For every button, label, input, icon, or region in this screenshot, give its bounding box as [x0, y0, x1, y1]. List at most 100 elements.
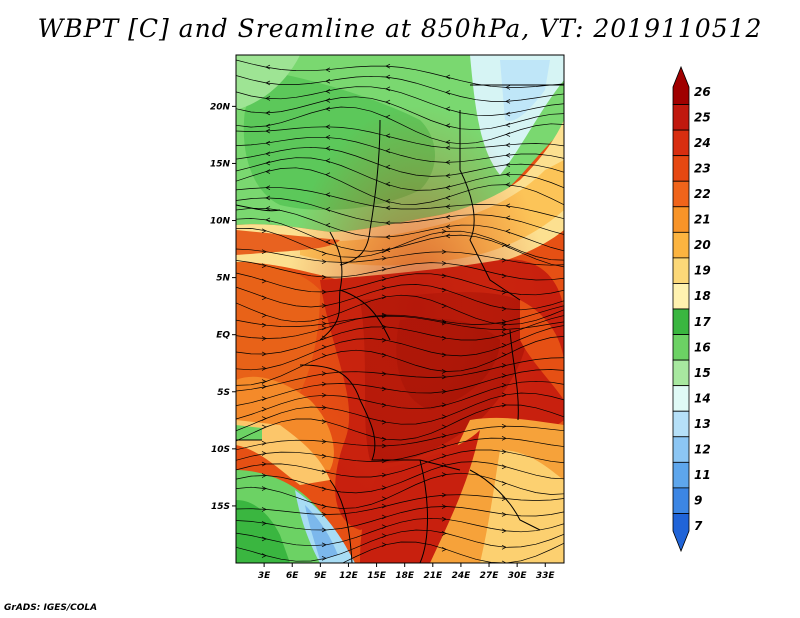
- stream-arrow: [445, 214, 451, 220]
- stream-arrow: [441, 424, 447, 430]
- stream-arrow: [381, 337, 387, 343]
- lon-tick-label: 24E: [452, 571, 472, 581]
- stream-arrow: [261, 451, 267, 456]
- streamline: [236, 425, 564, 451]
- stream-arrow: [381, 386, 387, 392]
- stream-arrow: [381, 485, 387, 491]
- legend-swatch: [672, 359, 690, 387]
- stream-arrow: [261, 228, 267, 234]
- stream-arrow: [445, 195, 451, 201]
- lon-tick-label: 33E: [536, 571, 556, 581]
- stream-arrow: [325, 192, 331, 197]
- streamline: [236, 437, 564, 462]
- stream-arrow: [505, 162, 511, 168]
- streamline: [236, 272, 564, 296]
- stream-arrow: [321, 371, 327, 376]
- stream-arrow: [501, 363, 507, 368]
- stream-arrow: [385, 86, 391, 92]
- stream-arrow: [445, 224, 451, 230]
- legend-label: 21: [694, 213, 711, 227]
- stream-arrow: [505, 132, 511, 137]
- stream-arrow: [501, 402, 507, 408]
- stream-arrow: [261, 336, 267, 341]
- stream-arrow: [501, 449, 507, 455]
- streamline: [236, 494, 564, 515]
- stream-arrow: [445, 106, 451, 112]
- stream-arrow: [321, 274, 327, 280]
- streamline: [236, 228, 564, 261]
- stream-arrow: [321, 453, 327, 459]
- stream-arrow: [261, 396, 267, 401]
- stream-arrow: [445, 145, 451, 151]
- stream-arrow: [441, 389, 447, 394]
- stream-arrow: [441, 319, 447, 325]
- legend-label: 24: [694, 136, 711, 150]
- lon-tick-label: 3E: [258, 571, 271, 581]
- stream-arrow: [441, 352, 447, 358]
- map-frame: [235, 54, 565, 564]
- stream-arrow: [385, 148, 391, 154]
- lat-tick-label: 15N: [210, 159, 231, 169]
- stream-arrow: [381, 285, 387, 291]
- stream-arrow: [441, 443, 447, 449]
- country-borders: [236, 84, 564, 563]
- streamline: [236, 59, 564, 88]
- streamline: [236, 315, 564, 355]
- streamline: [236, 336, 564, 386]
- stream-arrow: [381, 276, 387, 282]
- stream-arrow: [385, 181, 391, 187]
- stream-arrow: [321, 405, 327, 410]
- stream-arrow: [381, 503, 387, 509]
- stream-arrow: [381, 419, 387, 425]
- stream-arrow: [325, 146, 331, 151]
- stream-arrow: [321, 469, 327, 475]
- stream-arrow: [385, 99, 391, 105]
- lon-tick-label: 30E: [508, 571, 528, 581]
- stream-arrow: [325, 134, 331, 140]
- stream-arrow: [501, 464, 507, 470]
- stream-arrow: [261, 406, 267, 412]
- stream-arrow: [441, 303, 447, 309]
- legend-swatch: [672, 231, 690, 259]
- lon-tick-label: 9E: [314, 571, 327, 581]
- stream-arrow: [381, 533, 387, 539]
- lon-tick-label: 18E: [395, 571, 415, 581]
- stream-arrow: [445, 173, 451, 179]
- streamline: [236, 506, 564, 531]
- longitude-axis: 3E 6E 9E 12E 15E 18E 21E 24E 27E 30E 33E: [258, 563, 556, 581]
- grads-credit: GrADS: IGES/COLA: [4, 603, 98, 613]
- stream-arrow: [501, 436, 507, 441]
- stream-arrow: [321, 381, 327, 387]
- legend-label: 18: [694, 289, 711, 303]
- lon-tick-label: 27E: [480, 571, 500, 581]
- stream-arrow: [321, 527, 327, 533]
- stream-arrow: [261, 416, 267, 421]
- stream-arrow: [385, 74, 391, 80]
- legend-label: 12: [694, 443, 711, 457]
- lon-tick-label: 21E: [423, 571, 443, 581]
- stream-arrow: [321, 392, 327, 398]
- stream-arrow: [445, 139, 451, 145]
- lat-tick-label: 15S: [211, 502, 230, 512]
- streamline: [236, 260, 564, 281]
- stream-arrow: [261, 263, 267, 269]
- legend-label: 9: [694, 494, 702, 508]
- stream-arrow: [381, 294, 387, 300]
- stream-arrow: [385, 220, 391, 226]
- stream-arrow: [261, 553, 267, 558]
- stream-arrow: [261, 440, 267, 446]
- stream-arrow: [505, 172, 511, 177]
- stream-arrow: [385, 164, 391, 170]
- lat-tick-label: 5S: [217, 388, 230, 398]
- stream-arrow: [441, 516, 447, 522]
- lat-tick-label: 20N: [210, 102, 231, 112]
- stream-arrow: [441, 374, 447, 380]
- stream-arrow: [321, 344, 327, 350]
- stream-arrow: [441, 414, 447, 419]
- legend-label: 19: [694, 264, 711, 278]
- stream-arrow: [265, 128, 271, 134]
- stream-arrow: [325, 124, 331, 130]
- stream-arrow: [501, 373, 507, 378]
- stream-arrow: [501, 319, 507, 325]
- stream-arrow: [441, 287, 447, 293]
